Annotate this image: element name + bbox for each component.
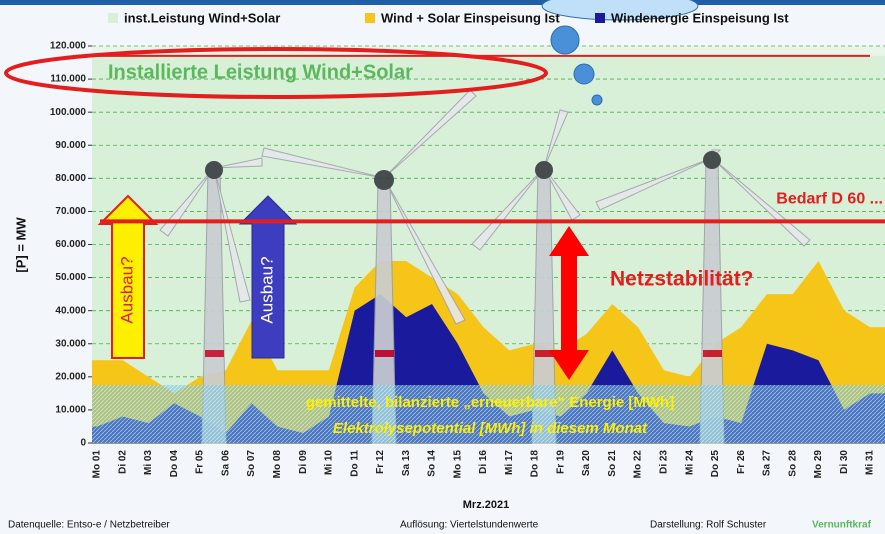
highlight-ellipse (4, 47, 548, 99)
bubbles (541, 0, 699, 106)
x-tick-label: So 07 (246, 450, 257, 477)
y-tick-label: 0 (80, 438, 86, 449)
legend-label: Wind + Solar Einspeisung Ist (381, 10, 560, 25)
x-tick-label: Do 11 (349, 450, 360, 477)
x-tick-label: Mi 17 (504, 450, 515, 475)
x-tick-label: Fr 26 (736, 450, 747, 474)
y-tick-label: 10.000 (55, 405, 86, 416)
x-tick-label: Mo 22 (633, 450, 644, 479)
legend-swatch (365, 13, 375, 23)
x-tick-label: Mi 31 (865, 450, 876, 475)
x-tick-label: Sa 06 (220, 450, 231, 477)
y-tick-label: 40.000 (55, 305, 86, 316)
legend-swatch (108, 13, 118, 23)
x-tick-label: Sa 27 (762, 450, 773, 477)
y-tick-label: 100.000 (50, 107, 87, 118)
top-bar (0, 0, 885, 5)
x-tick-label: Di 16 (478, 450, 489, 474)
x-tick-label: Do 04 (169, 450, 180, 478)
reference-label: Bedarf D 60 ... (776, 191, 883, 208)
y-tick-label: 70.000 (55, 206, 86, 217)
arrow-double-red (549, 226, 589, 380)
x-axis-label: Mrz.2021 (463, 499, 509, 511)
x-tick-label: Mi 03 (143, 450, 154, 475)
x-tick-label: Sa 20 (581, 450, 592, 477)
x-tick-label: Sa 13 (401, 450, 412, 477)
x-tick-label: Di 23 (659, 450, 670, 474)
y-tick-label: 120.000 (50, 41, 87, 52)
legend-swatch (595, 13, 605, 23)
expansion-label: Ausbau? (257, 256, 276, 323)
x-tick-label: So 28 (787, 450, 798, 477)
x-tick-label: Mo 29 (813, 450, 824, 479)
y-tick-label: 50.000 (55, 272, 86, 283)
x-tick-label: So 14 (427, 450, 438, 477)
y-tick-label: 110.000 (50, 74, 86, 85)
arrow-up-yellow (97, 194, 159, 359)
x-tick-label: Do 25 (710, 450, 721, 478)
x-tick-label: So 21 (607, 450, 618, 477)
area-series (92, 55, 885, 444)
expansion-label: Ausbau? (117, 256, 136, 323)
x-tick-label: Mo 01 (92, 450, 103, 479)
y-tick-label: 60.000 (55, 239, 86, 250)
x-tick-label: Mi 24 (684, 450, 695, 475)
y-axis-label: [P] = MW (13, 217, 28, 273)
x-tick-label: Di 02 (117, 450, 128, 474)
y-tick-label: 90.000 (55, 140, 86, 151)
footer-source: Datenquelle: Entso-e / Netzbetreiber (8, 520, 170, 531)
legend-label: inst.Leistung Wind+Solar (124, 10, 280, 25)
y-tick-label: 80.000 (55, 173, 86, 184)
average-sublabel: Elektrolysepotential [MWh] in diesem Mon… (333, 420, 648, 437)
x-tick-label: Mo 15 (452, 450, 463, 479)
stability-label: Netzstabilität? (610, 268, 754, 291)
x-tick-label: Fr 12 (375, 450, 386, 474)
footer-brand: Vernunftkraf (812, 520, 872, 531)
x-tick-label: Fr 05 (195, 450, 206, 474)
arrow-up-blue (238, 195, 298, 359)
turbine-photo (159, 89, 811, 444)
average-band (92, 385, 885, 443)
installed-label: Installierte Leistung Wind+Solar (108, 61, 413, 83)
x-tick-label: Mi 10 (324, 450, 335, 475)
x-tick-label: Do 18 (530, 450, 541, 478)
average-label: gemittelte, bilanzierte „erneuerbare“ En… (306, 394, 674, 411)
x-tick-label: Di 09 (298, 450, 309, 474)
footer-resolution: Auflösung: Viertelstundenwerte (400, 520, 539, 531)
y-tick-label: 20.000 (55, 371, 86, 382)
footer-author: Darstellung: Rolf Schuster (650, 520, 767, 531)
x-tick-label: Fr 19 (555, 450, 566, 474)
y-tick-label: 30.000 (55, 338, 86, 349)
legend-label: Windenergie Einspeisung Ist (611, 10, 789, 25)
x-tick-label: Di 30 (839, 450, 850, 474)
x-tick-label: Mo 08 (272, 450, 283, 479)
